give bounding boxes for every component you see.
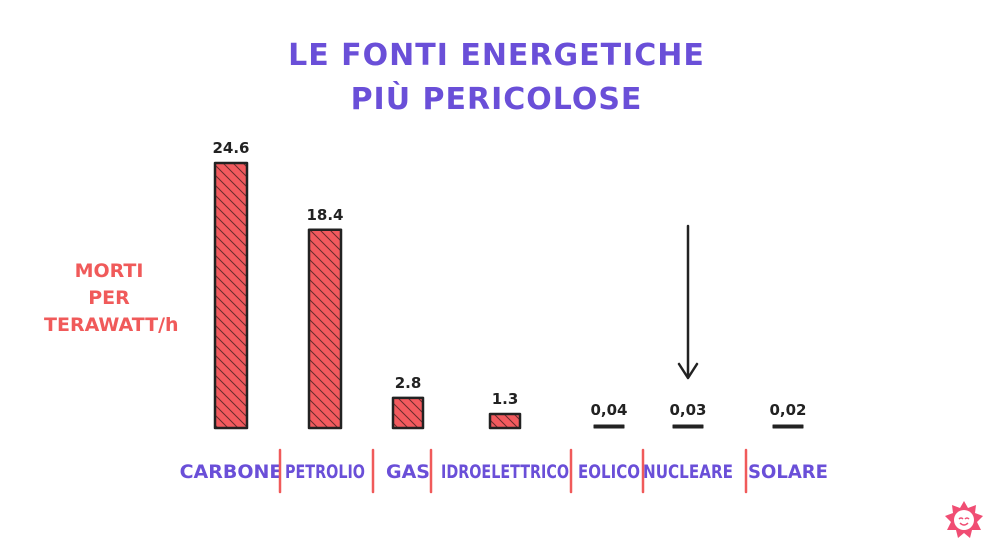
category-label-nucleare: NUCLEARE [643,461,733,483]
y-axis-label: MORTI PER TERAWATT/h [44,258,179,339]
value-label-eolico: 0,04 [590,401,627,419]
highlight-arrow-head [677,362,699,380]
chart-title: LE FONTI ENERGETICHE PIÙ PERICOLOSE [0,34,993,122]
chart-title-line-1: LE FONTI ENERGETICHE [288,38,705,73]
category-label-gas: GAS [386,461,430,483]
value-label-nucleare: 0,03 [669,401,706,419]
category-label-idroelettrico: IDROELETTRICO [441,461,569,483]
bar-carbone [213,161,249,430]
bar-idroelettrico [488,412,522,430]
bar-solare [772,424,804,429]
value-label-petrolio: 18.4 [306,206,343,224]
y-axis-label-line-1: MORTI [74,260,144,282]
y-axis-label-line-2: PER [88,287,130,309]
bar-nucleare [672,424,704,429]
bar-gas [391,396,425,430]
value-label-carbone: 24.6 [212,139,249,157]
value-label-idroelettrico: 1.3 [492,390,519,408]
category-label-petrolio: PETROLIO [285,461,365,483]
bar-eolico [593,424,625,429]
value-label-gas: 2.8 [395,374,422,392]
channel-logo-icon [945,501,983,538]
value-label-solare: 0,02 [769,401,806,419]
chart-title-line-2: PIÙ PERICOLOSE [350,82,643,117]
category-label-eolico: EOLICO [578,461,640,483]
y-axis-label-line-3: TERAWATT/h [44,314,179,336]
bar-petrolio [307,228,343,430]
category-label-solare: SOLARE [748,461,828,483]
category-label-carbone: CARBONE [180,461,283,483]
